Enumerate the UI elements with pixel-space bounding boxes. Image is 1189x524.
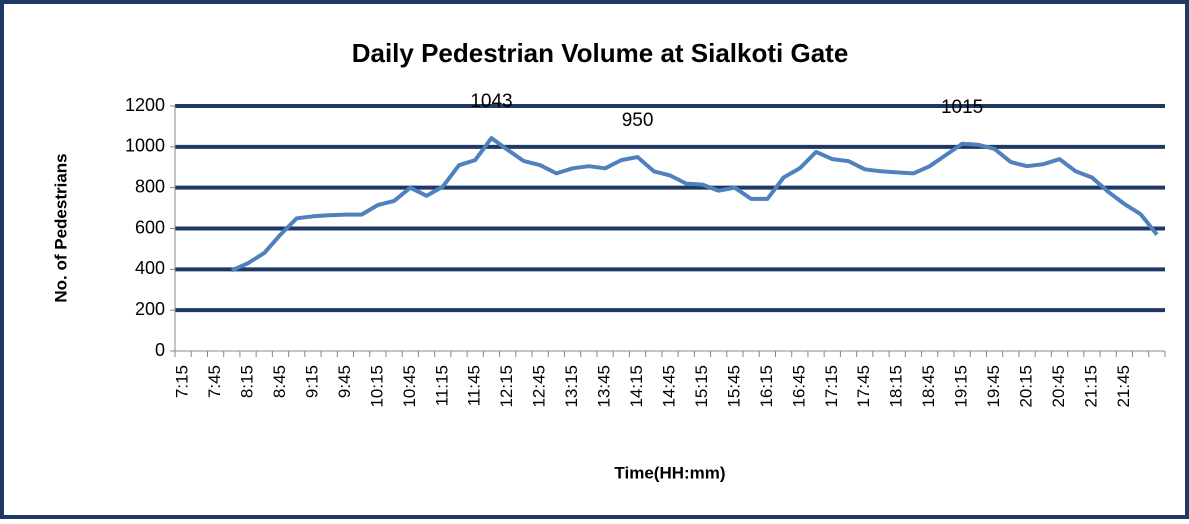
x-tick-label: 9:15 [302, 365, 321, 398]
y-tick-label: 0 [155, 340, 165, 360]
x-tick-label: 18:45 [919, 365, 938, 408]
x-tick-label: 13:15 [562, 365, 581, 408]
x-tick-label: 16:15 [757, 365, 776, 408]
x-tick-label: 20:45 [1049, 365, 1068, 408]
x-tick-label: 16:45 [789, 365, 808, 408]
x-tick-label: 12:45 [530, 365, 549, 408]
y-axis-label: No. of Pedestrians [51, 153, 70, 302]
x-tick-label: 17:15 [822, 365, 841, 408]
x-tick-label: 8:15 [238, 365, 257, 398]
x-tick-label: 7:45 [205, 365, 224, 398]
chart-title: Daily Pedestrian Volume at Sialkoti Gate [352, 38, 849, 68]
data-label: 1015 [941, 97, 983, 118]
y-tick-label: 1000 [125, 136, 165, 156]
x-axis-label: Time(HH:mm) [614, 463, 725, 482]
x-tick-label: 11:45 [465, 365, 484, 406]
x-tick-label: 17:45 [854, 365, 873, 408]
x-tick-label: 13:45 [595, 365, 614, 408]
y-tick-label: 1200 [125, 95, 165, 115]
x-tick-label: 8:45 [270, 365, 289, 398]
data-label: 950 [622, 110, 654, 131]
x-tick-label: 12:15 [497, 365, 516, 408]
y-tick-label: 400 [135, 258, 165, 278]
y-tick-label: 600 [135, 217, 165, 237]
x-tick-label: 11:15 [432, 365, 451, 406]
x-tick-label: 21:45 [1114, 365, 1133, 408]
x-tick-label: 18:15 [887, 365, 906, 408]
x-tick-label: 20:15 [1017, 365, 1036, 408]
x-tick-label: 9:45 [335, 365, 354, 398]
y-tick-label: 800 [135, 176, 165, 196]
y-tick-label: 200 [135, 299, 165, 319]
x-tick-label: 10:15 [367, 365, 386, 408]
line-series [230, 136, 1159, 273]
x-tick-label: 15:15 [692, 365, 711, 408]
x-tick-label: 21:15 [1081, 365, 1100, 408]
x-tick-label: 19:15 [952, 365, 971, 408]
x-tick-label: 14:45 [659, 365, 678, 408]
x-tick-label: 14:15 [627, 365, 646, 408]
x-tick-label: 7:15 [173, 365, 192, 398]
data-label: 1043 [470, 91, 512, 112]
x-tick-label: 10:45 [400, 365, 419, 408]
x-tick-label: 15:45 [724, 365, 743, 408]
x-tick-label: 19:45 [984, 365, 1003, 408]
